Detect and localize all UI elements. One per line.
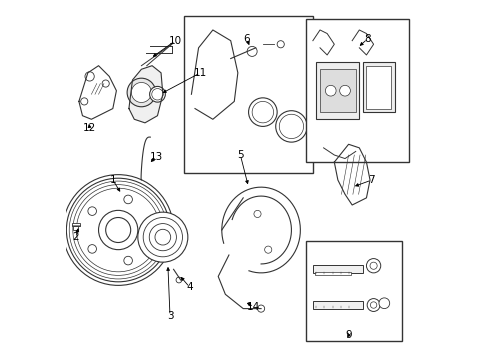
Circle shape	[138, 212, 188, 262]
Circle shape	[370, 262, 377, 269]
Circle shape	[102, 80, 109, 87]
Circle shape	[66, 178, 170, 282]
Bar	[320, 69, 356, 112]
Circle shape	[73, 185, 164, 275]
Text: 2: 2	[73, 232, 79, 242]
Circle shape	[149, 224, 176, 251]
Text: 12: 12	[83, 123, 96, 133]
Bar	[306, 19, 409, 162]
Text: 8: 8	[364, 34, 371, 44]
Circle shape	[254, 210, 261, 217]
Bar	[184, 16, 313, 173]
Circle shape	[248, 98, 277, 126]
Circle shape	[127, 78, 156, 107]
Text: 10: 10	[169, 36, 182, 46]
Text: 6: 6	[244, 34, 250, 44]
Text: 3: 3	[167, 311, 173, 321]
Circle shape	[370, 302, 377, 308]
Circle shape	[265, 246, 272, 253]
Text: 11: 11	[194, 68, 207, 78]
Circle shape	[63, 175, 173, 285]
Text: 1: 1	[110, 175, 116, 185]
Circle shape	[98, 210, 138, 249]
Circle shape	[124, 195, 132, 204]
Circle shape	[131, 82, 151, 103]
Circle shape	[276, 111, 307, 142]
Circle shape	[85, 72, 94, 81]
Text: 9: 9	[345, 330, 352, 341]
Circle shape	[258, 305, 265, 312]
Circle shape	[340, 85, 350, 96]
Circle shape	[88, 245, 97, 253]
Circle shape	[247, 46, 257, 57]
Circle shape	[367, 298, 380, 311]
Polygon shape	[129, 66, 163, 123]
Circle shape	[325, 85, 336, 96]
Bar	[313, 301, 363, 309]
Bar	[363, 62, 395, 112]
Circle shape	[152, 89, 163, 100]
Circle shape	[76, 188, 160, 272]
Circle shape	[146, 226, 155, 234]
Circle shape	[279, 114, 304, 139]
Text: 14: 14	[247, 302, 261, 312]
Circle shape	[379, 298, 390, 309]
Circle shape	[149, 86, 165, 102]
Circle shape	[81, 98, 88, 105]
Text: 13: 13	[150, 152, 163, 162]
Circle shape	[124, 256, 132, 265]
Bar	[317, 62, 359, 119]
Circle shape	[88, 207, 97, 215]
Text: 5: 5	[237, 150, 244, 160]
Bar	[72, 223, 79, 226]
Text: 7: 7	[368, 175, 375, 185]
Bar	[73, 226, 78, 230]
Circle shape	[143, 217, 182, 257]
Circle shape	[106, 217, 131, 243]
Text: 4: 4	[186, 282, 193, 292]
Circle shape	[277, 41, 284, 48]
Bar	[306, 241, 402, 341]
Circle shape	[69, 181, 167, 279]
Bar	[315, 272, 351, 275]
Bar	[313, 265, 363, 273]
Circle shape	[176, 277, 182, 283]
Circle shape	[367, 258, 381, 273]
Bar	[367, 66, 392, 109]
Circle shape	[252, 102, 273, 123]
Circle shape	[155, 229, 171, 245]
